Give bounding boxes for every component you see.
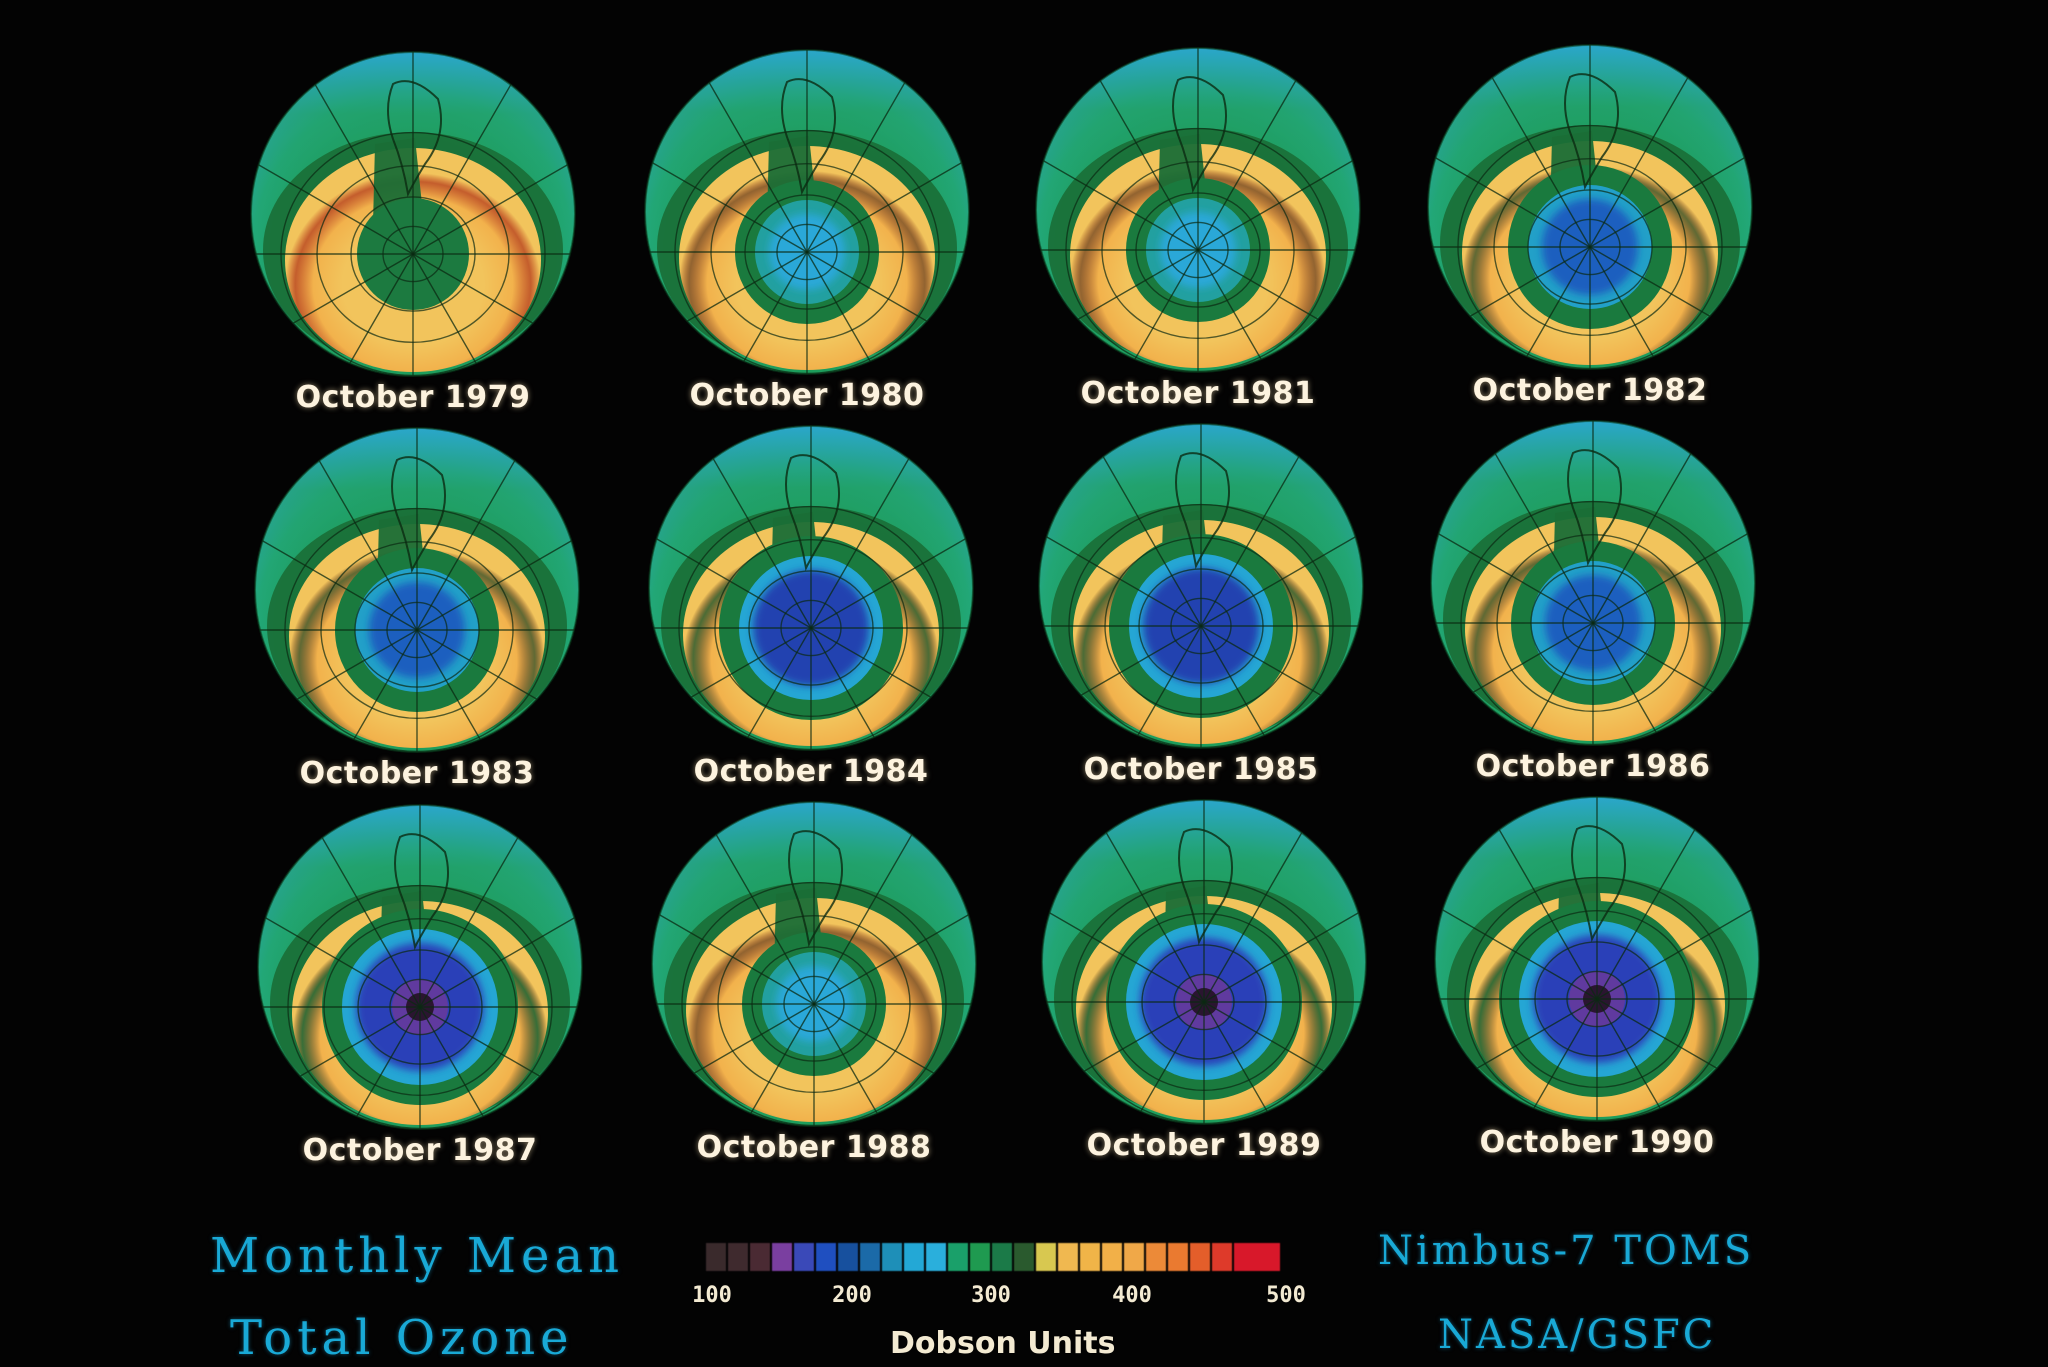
ozone-globe-panel-1980: October 1980	[637, 42, 977, 422]
colorbar-tick-label: 500	[1266, 1283, 1306, 1308]
title-nimbus-toms: Nimbus-7 TOMS	[1378, 1228, 1755, 1274]
ozone-globe-panel-1979: October 1979	[243, 44, 583, 424]
ozone-globe-panel-1988: October 1988	[644, 794, 984, 1174]
panel-label: October 1983	[299, 756, 535, 791]
ozone-globe-panel-1989: October 1989	[1034, 792, 1374, 1172]
colorbar-swatch	[816, 1243, 836, 1271]
ozone-globe-map	[644, 794, 984, 1134]
ozone-globe-map	[250, 797, 590, 1137]
panel-label: October 1979	[295, 380, 531, 415]
colorbar	[706, 1243, 1280, 1271]
panel-label: October 1988	[696, 1130, 932, 1165]
ozone-globe-panel-1986: October 1986	[1423, 413, 1763, 793]
ozone-globe-map	[637, 42, 977, 382]
panel-label: October 1987	[302, 1133, 538, 1168]
panel-label: October 1985	[1083, 752, 1319, 787]
colorbar-swatch	[1146, 1243, 1166, 1271]
colorbar-swatch	[1058, 1243, 1078, 1271]
ozone-globe-map	[1034, 792, 1374, 1132]
title-total-ozone: Total Ozone	[230, 1310, 574, 1366]
colorbar-swatch	[1080, 1243, 1100, 1271]
title-nasa-gsfc: NASA/GSFC	[1438, 1312, 1717, 1358]
colorbar-swatch	[1234, 1243, 1280, 1271]
panel-label: October 1986	[1475, 749, 1711, 784]
ozone-globe-panel-1990: October 1990	[1427, 789, 1767, 1169]
ozone-globe-map	[1427, 789, 1767, 1129]
ozone-globe-map	[1423, 413, 1763, 753]
ozone-globe-panel-1982: October 1982	[1420, 37, 1760, 417]
colorbar-tick-label: 400	[1112, 1283, 1152, 1308]
colorbar-swatch	[1036, 1243, 1056, 1271]
ozone-globe-panel-1984: October 1984	[641, 418, 981, 798]
ozone-globe-map	[1031, 416, 1371, 756]
colorbar-swatch	[1168, 1243, 1188, 1271]
panel-label: October 1981	[1080, 376, 1316, 411]
title-monthly-mean: Monthly Mean	[210, 1228, 624, 1284]
colorbar-swatch	[750, 1243, 770, 1271]
colorbar-tick-label: 100	[692, 1283, 732, 1308]
panel-label: October 1982	[1472, 373, 1708, 408]
colorbar-swatch	[1014, 1243, 1034, 1271]
colorbar-swatch	[882, 1243, 902, 1271]
colorbar-swatch	[904, 1243, 924, 1271]
colorbar-swatch	[948, 1243, 968, 1271]
colorbar-swatch	[1124, 1243, 1144, 1271]
colorbar-swatch	[772, 1243, 792, 1271]
colorbar-swatch	[970, 1243, 990, 1271]
panel-label: October 1984	[693, 754, 929, 789]
colorbar-swatch	[1212, 1243, 1232, 1271]
ozone-globe-panel-1987: October 1987	[250, 797, 590, 1177]
ozone-globe-panel-1981: October 1981	[1028, 40, 1368, 420]
panel-label: October 1990	[1479, 1125, 1715, 1160]
colorbar-swatch	[860, 1243, 880, 1271]
colorbar-tick-label: 300	[971, 1283, 1011, 1308]
colorbar-swatch	[728, 1243, 748, 1271]
colorbar-swatch	[1190, 1243, 1210, 1271]
ozone-globe-map	[247, 420, 587, 760]
ozone-globe-map	[641, 418, 981, 758]
ozone-globe-map	[1420, 37, 1760, 377]
ozone-globe-map	[243, 44, 583, 384]
colorbar-swatch	[838, 1243, 858, 1271]
colorbar-swatch	[794, 1243, 814, 1271]
colorbar-swatch	[706, 1243, 726, 1271]
colorbar-swatch	[926, 1243, 946, 1271]
colorbar-swatch	[1102, 1243, 1122, 1271]
colorbar-swatch	[992, 1243, 1012, 1271]
ozone-globe-panel-1985: October 1985	[1031, 416, 1371, 796]
panel-label: October 1989	[1086, 1128, 1322, 1163]
ozone-globe-panel-1983: October 1983	[247, 420, 587, 800]
colorbar-tick-label: 200	[832, 1283, 872, 1308]
ozone-globe-map	[1028, 40, 1368, 380]
colorbar-title: Dobson Units	[890, 1326, 1116, 1361]
panel-label: October 1980	[689, 378, 925, 413]
